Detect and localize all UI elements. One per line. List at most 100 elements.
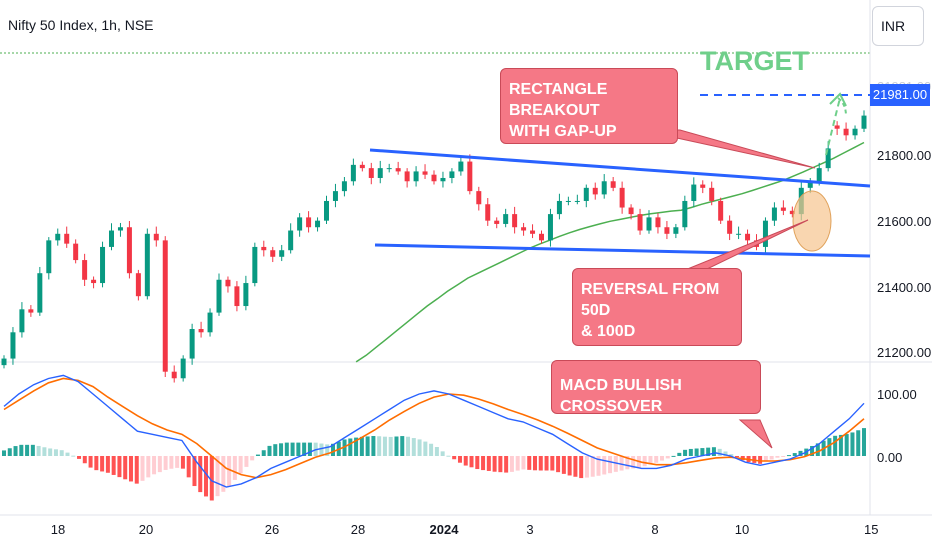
- candle-body: [82, 260, 88, 280]
- time-tick-year: 2024: [430, 522, 460, 537]
- candle-body: [601, 181, 607, 195]
- candle-body: [10, 332, 16, 359]
- currency-button[interactable]: INR: [872, 6, 924, 46]
- candle-body: [700, 184, 706, 188]
- candle-body: [350, 164, 356, 182]
- candle-body: [28, 309, 34, 313]
- candle-body: [198, 329, 204, 333]
- price-tick: 21400.00: [877, 280, 931, 295]
- histogram-bar: [53, 449, 58, 456]
- histogram-bar: [267, 445, 272, 456]
- candle-body: [368, 168, 374, 178]
- lower-trendline[interactable]: [374, 243, 871, 258]
- histogram-bar: [163, 456, 168, 470]
- histogram-bar: [354, 437, 359, 456]
- histogram-bar: [77, 456, 82, 459]
- histogram-bar: [573, 456, 578, 477]
- price-tick: 21200.00: [877, 345, 931, 360]
- histogram-bar: [377, 436, 382, 456]
- candle-body: [279, 250, 285, 257]
- histogram-bar: [665, 456, 670, 459]
- histogram-bar: [273, 444, 278, 456]
- candle-body: [225, 279, 231, 287]
- histogram-bar: [65, 452, 70, 456]
- candle-body: [664, 227, 670, 234]
- histogram-bar: [608, 456, 613, 474]
- histogram-bar: [319, 443, 324, 456]
- candle-body: [673, 227, 679, 234]
- histogram-bar: [128, 456, 133, 482]
- current-price-tag: 21981.00: [870, 84, 930, 106]
- candle-body: [565, 200, 571, 202]
- histogram-bar: [25, 444, 30, 456]
- candle-body: [297, 217, 303, 231]
- candle-body: [180, 358, 186, 379]
- histogram-bar: [406, 436, 411, 456]
- candle-body: [332, 191, 338, 201]
- histogram-bar: [659, 456, 664, 461]
- histogram-bar: [648, 456, 653, 465]
- histogram-bar: [411, 438, 416, 456]
- histogram-bar: [209, 456, 214, 501]
- histogram-bar: [30, 444, 35, 456]
- histogram-bar: [42, 447, 47, 456]
- histogram-bar: [544, 456, 549, 471]
- histogram-bar: [71, 455, 76, 457]
- target-arrow: [825, 97, 841, 156]
- histogram-bar: [446, 455, 451, 457]
- candle-body: [485, 204, 491, 221]
- candle-body: [745, 233, 751, 241]
- candle-body: [109, 230, 114, 247]
- time-tick: 8: [651, 522, 658, 537]
- chart-title: Nifty 50 Index, 1h, NSE: [8, 17, 154, 33]
- histogram-bar: [515, 456, 520, 471]
- histogram-bar: [463, 456, 468, 466]
- histogram-bar: [452, 456, 457, 460]
- histogram-bar: [798, 450, 803, 456]
- time-tick: 28: [351, 522, 365, 537]
- candle-body: [243, 283, 249, 307]
- candle-body: [852, 128, 858, 136]
- histogram-bar: [602, 456, 607, 475]
- histogram-bar: [2, 450, 6, 456]
- candle-body: [413, 171, 419, 182]
- candle-body: [404, 171, 410, 182]
- target-arrowhead: [829, 92, 847, 107]
- histogram-bar: [284, 442, 289, 456]
- target-arrow-tail: [837, 97, 847, 117]
- histogram-bar: [394, 436, 399, 456]
- histogram-bar: [504, 456, 509, 473]
- moving-average-line: [355, 141, 865, 363]
- candle-body: [270, 250, 276, 257]
- histogram-bar: [677, 452, 682, 456]
- candle-body: [834, 125, 840, 129]
- candle-body: [234, 286, 240, 307]
- upper-trendline[interactable]: [369, 148, 871, 188]
- histogram-bar: [631, 456, 636, 469]
- histogram-bar: [221, 456, 226, 492]
- histogram-bar: [533, 456, 538, 471]
- candle-body: [73, 243, 79, 261]
- histogram-bar: [492, 456, 497, 472]
- candle-body: [395, 168, 401, 172]
- histogram-bar: [302, 442, 307, 456]
- candle-body: [628, 207, 634, 215]
- histogram-bar: [700, 448, 705, 456]
- candle-body: [762, 220, 768, 247]
- histogram-bar: [123, 456, 128, 480]
- candle-body: [306, 217, 312, 228]
- histogram-bar: [862, 428, 866, 456]
- histogram-bar: [227, 456, 232, 487]
- histogram-bar: [694, 448, 699, 456]
- histogram-bar: [215, 456, 220, 497]
- histogram-bar: [94, 456, 99, 471]
- histogram-bar: [717, 448, 722, 456]
- candle-body: [655, 217, 661, 228]
- histogram-bar: [180, 456, 185, 469]
- candle-body: [261, 246, 267, 251]
- histogram-bar: [596, 456, 601, 476]
- candle-body: [458, 161, 464, 172]
- histogram-bar: [36, 445, 41, 456]
- histogram-bar: [307, 442, 312, 456]
